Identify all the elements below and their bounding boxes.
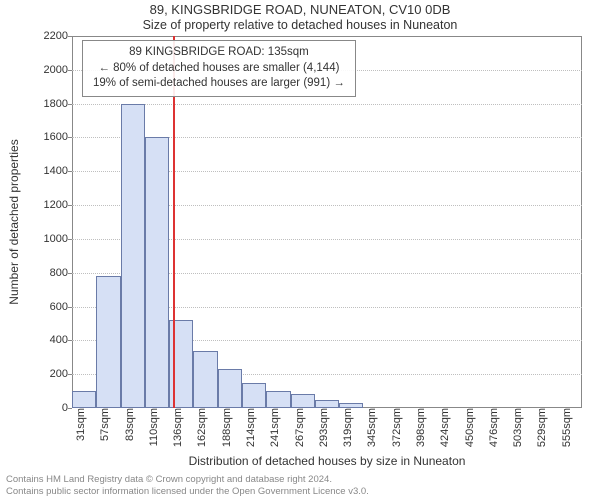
xtick-label: 398sqm: [415, 408, 427, 447]
footer: Contains HM Land Registry data © Crown c…: [6, 474, 594, 498]
histogram-bar: [315, 400, 339, 408]
histogram-bar: [96, 276, 120, 408]
x-axis-label: Distribution of detached houses by size …: [72, 454, 582, 468]
xtick-label: 503sqm: [512, 408, 524, 447]
ytick-label: 1400: [20, 165, 68, 177]
histogram-bar: [72, 391, 96, 408]
xtick-label: 293sqm: [318, 408, 330, 447]
ytick-mark: [68, 273, 72, 274]
annotation-line3: 19% of semi-detached houses are larger (…: [93, 76, 345, 92]
ytick-label: 200: [20, 368, 68, 380]
xtick-label: 372sqm: [391, 408, 403, 447]
chart-subtitle: Size of property relative to detached ho…: [0, 18, 600, 32]
histogram-bar: [145, 137, 169, 408]
ytick-label: 1600: [20, 131, 68, 143]
ytick-mark: [68, 307, 72, 308]
xtick-label: 136sqm: [172, 408, 184, 447]
ytick-label: 1000: [20, 233, 68, 245]
histogram-bar: [121, 104, 145, 408]
xtick-label: 83sqm: [124, 408, 136, 441]
ytick-label: 600: [20, 301, 68, 313]
xtick-label: 319sqm: [342, 408, 354, 447]
gridline: [72, 104, 582, 105]
histogram-bar: [266, 391, 290, 408]
xtick-label: 162sqm: [196, 408, 208, 447]
ytick-mark: [68, 137, 72, 138]
xtick-label: 214sqm: [245, 408, 257, 447]
y-axis-label: Number of detached properties: [7, 139, 21, 304]
chart-title: 89, KINGSBRIDGE ROAD, NUNEATON, CV10 0DB: [0, 2, 600, 17]
xtick-label: 188sqm: [221, 408, 233, 447]
xtick-label: 345sqm: [366, 408, 378, 447]
xtick-label: 31sqm: [75, 408, 87, 441]
ytick-label: 1800: [20, 98, 68, 110]
ytick-mark: [68, 408, 72, 409]
footer-line1: Contains HM Land Registry data © Crown c…: [6, 474, 594, 486]
xtick-label: 424sqm: [439, 408, 451, 447]
ytick-mark: [68, 239, 72, 240]
xtick-label: 555sqm: [561, 408, 573, 447]
histogram-bar: [242, 383, 266, 408]
ytick-label: 0: [20, 402, 68, 414]
xtick-label: 450sqm: [464, 408, 476, 447]
ytick-mark: [68, 36, 72, 37]
ytick-mark: [68, 171, 72, 172]
ytick-mark: [68, 205, 72, 206]
ytick-mark: [68, 104, 72, 105]
ytick-mark: [68, 70, 72, 71]
histogram-bar: [218, 369, 242, 408]
ytick-mark: [68, 340, 72, 341]
annotation-box: 89 KINGSBRIDGE ROAD: 135sqm ← 80% of det…: [82, 40, 356, 97]
xtick-label: 57sqm: [99, 408, 111, 441]
xtick-label: 529sqm: [536, 408, 548, 447]
xtick-label: 476sqm: [488, 408, 500, 447]
ytick-label: 2000: [20, 64, 68, 76]
xtick-label: 110sqm: [148, 408, 160, 446]
histogram-bar: [291, 394, 315, 408]
annotation-line1: 89 KINGSBRIDGE ROAD: 135sqm: [93, 45, 345, 61]
ytick-label: 1200: [20, 199, 68, 211]
xtick-label: 267sqm: [294, 408, 306, 447]
histogram-bar: [193, 351, 217, 408]
ytick-label: 400: [20, 334, 68, 346]
footer-line2: Contains public sector information licen…: [6, 486, 594, 498]
ytick-label: 800: [20, 267, 68, 279]
annotation-line2: ← 80% of detached houses are smaller (4,…: [93, 61, 345, 77]
xtick-label: 241sqm: [269, 408, 281, 447]
ytick-label: 2200: [20, 30, 68, 42]
ytick-mark: [68, 374, 72, 375]
